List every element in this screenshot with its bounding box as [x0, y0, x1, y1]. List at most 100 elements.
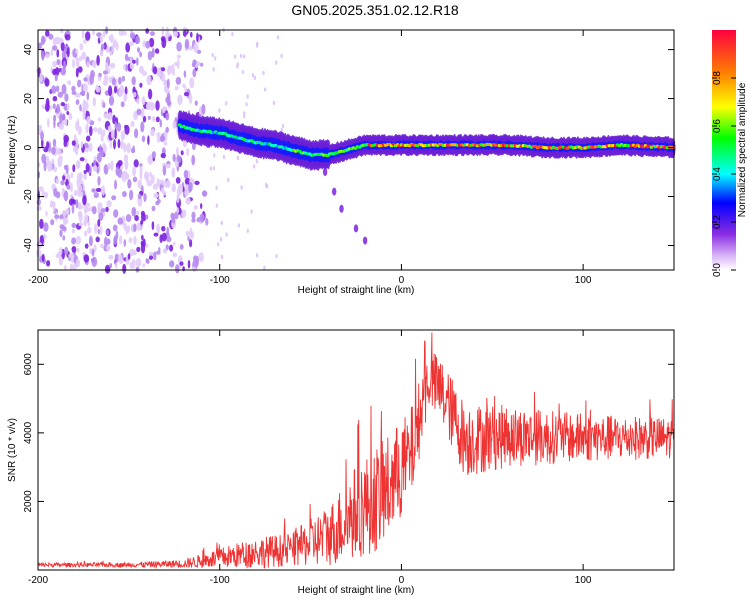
noise-speckle — [154, 48, 160, 54]
noise-speckle — [69, 263, 73, 271]
noise-speckle — [187, 259, 191, 269]
noise-speckle — [81, 29, 85, 39]
noise-speckle — [53, 188, 58, 197]
branch-blob — [362, 236, 368, 245]
noise-speckle — [136, 98, 140, 105]
noise-speckle — [151, 205, 156, 212]
noise-speckle — [105, 206, 109, 213]
noise-speckle — [156, 223, 161, 234]
noise-speckle — [64, 93, 69, 102]
noise-speckle — [215, 185, 218, 190]
noise-speckle — [140, 210, 145, 217]
noise-speckle — [144, 171, 150, 181]
noise-speckle — [138, 225, 142, 231]
noise-speckle — [86, 91, 90, 101]
noise-speckle — [82, 99, 87, 111]
noise-speckle — [171, 167, 176, 178]
noise-speckle — [213, 153, 216, 158]
noise-speckle — [150, 128, 155, 137]
noise-speckle — [201, 103, 206, 115]
noise-speckle — [214, 56, 217, 61]
noise-speckle — [190, 31, 193, 38]
noise-speckle — [63, 164, 68, 170]
noise-speckle — [188, 182, 193, 192]
noise-speckle — [184, 38, 190, 50]
noise-speckle — [225, 232, 228, 237]
noise-speckle — [72, 263, 77, 271]
noise-speckle — [63, 190, 69, 202]
noise-speckle — [141, 234, 144, 241]
noise-speckle — [53, 118, 56, 129]
noise-speckle — [123, 64, 126, 71]
noise-speckle — [281, 123, 285, 129]
noise-speckle — [108, 35, 114, 42]
noise-speckle — [43, 160, 47, 172]
noise-speckle — [114, 179, 117, 190]
noise-speckle — [162, 106, 166, 114]
noise-speckle — [76, 118, 80, 129]
noise-speckle — [212, 166, 215, 171]
noise-speckle — [117, 138, 121, 149]
noise-speckle — [169, 260, 175, 268]
noise-speckle — [85, 31, 91, 41]
noise-speckle — [72, 58, 76, 69]
spectrogram-x-label: Height of straight line (km) — [298, 285, 415, 296]
noise-speckle — [176, 41, 182, 52]
noise-speckle — [220, 220, 223, 226]
noise-speckle — [153, 193, 159, 198]
noise-speckle — [106, 113, 111, 120]
noise-speckle — [280, 53, 283, 59]
figure-title: GN05.2025.351.02.12.R18 — [291, 2, 459, 18]
noise-speckle — [118, 254, 123, 262]
noise-speckle — [200, 203, 203, 209]
noise-speckle — [75, 258, 81, 268]
noise-speckle — [129, 189, 134, 201]
branch-blob — [332, 187, 337, 196]
noise-speckle — [82, 83, 88, 93]
noise-speckle — [108, 76, 113, 83]
noise-speckle — [39, 72, 43, 83]
noise-speckle — [61, 226, 67, 232]
noise-speckle — [155, 116, 160, 123]
noise-speckle — [135, 258, 142, 268]
noise-speckle — [161, 25, 165, 37]
noise-speckle — [150, 174, 155, 184]
noise-speckle — [82, 195, 87, 206]
noise-speckle — [151, 47, 155, 56]
noise-speckle — [54, 74, 58, 82]
noise-speckle — [57, 156, 63, 168]
noise-speckle — [75, 99, 80, 105]
noise-speckle — [147, 156, 151, 164]
noise-speckle — [165, 180, 171, 188]
noise-speckle — [87, 142, 93, 152]
noise-speckle — [115, 230, 119, 240]
noise-speckle — [115, 166, 120, 176]
noise-speckle — [104, 236, 108, 247]
noise-speckle — [101, 185, 106, 197]
noise-speckle — [185, 197, 191, 205]
noise-speckle — [38, 186, 44, 192]
noise-speckle — [183, 169, 189, 179]
noise-speckle — [59, 28, 64, 34]
noise-speckle — [83, 39, 87, 44]
noise-speckle — [86, 115, 91, 124]
noise-speckle — [71, 246, 77, 253]
noise-speckle — [92, 60, 97, 68]
noise-speckle — [62, 216, 67, 226]
noise-speckle — [106, 200, 112, 208]
noise-speckle — [96, 167, 100, 174]
noise-speckle — [97, 76, 102, 81]
x-tick-label: -200 — [28, 275, 48, 286]
noise-speckle — [78, 222, 83, 227]
noise-speckle — [38, 42, 42, 50]
noise-speckle — [162, 165, 167, 176]
noise-speckle — [74, 138, 79, 147]
noise-speckle — [71, 203, 75, 214]
noise-speckle — [280, 128, 283, 133]
noise-speckle — [160, 152, 166, 159]
noise-speckle — [41, 104, 44, 109]
noise-speckle — [75, 67, 79, 78]
noise-speckle — [225, 101, 228, 106]
noise-speckle — [89, 74, 94, 85]
